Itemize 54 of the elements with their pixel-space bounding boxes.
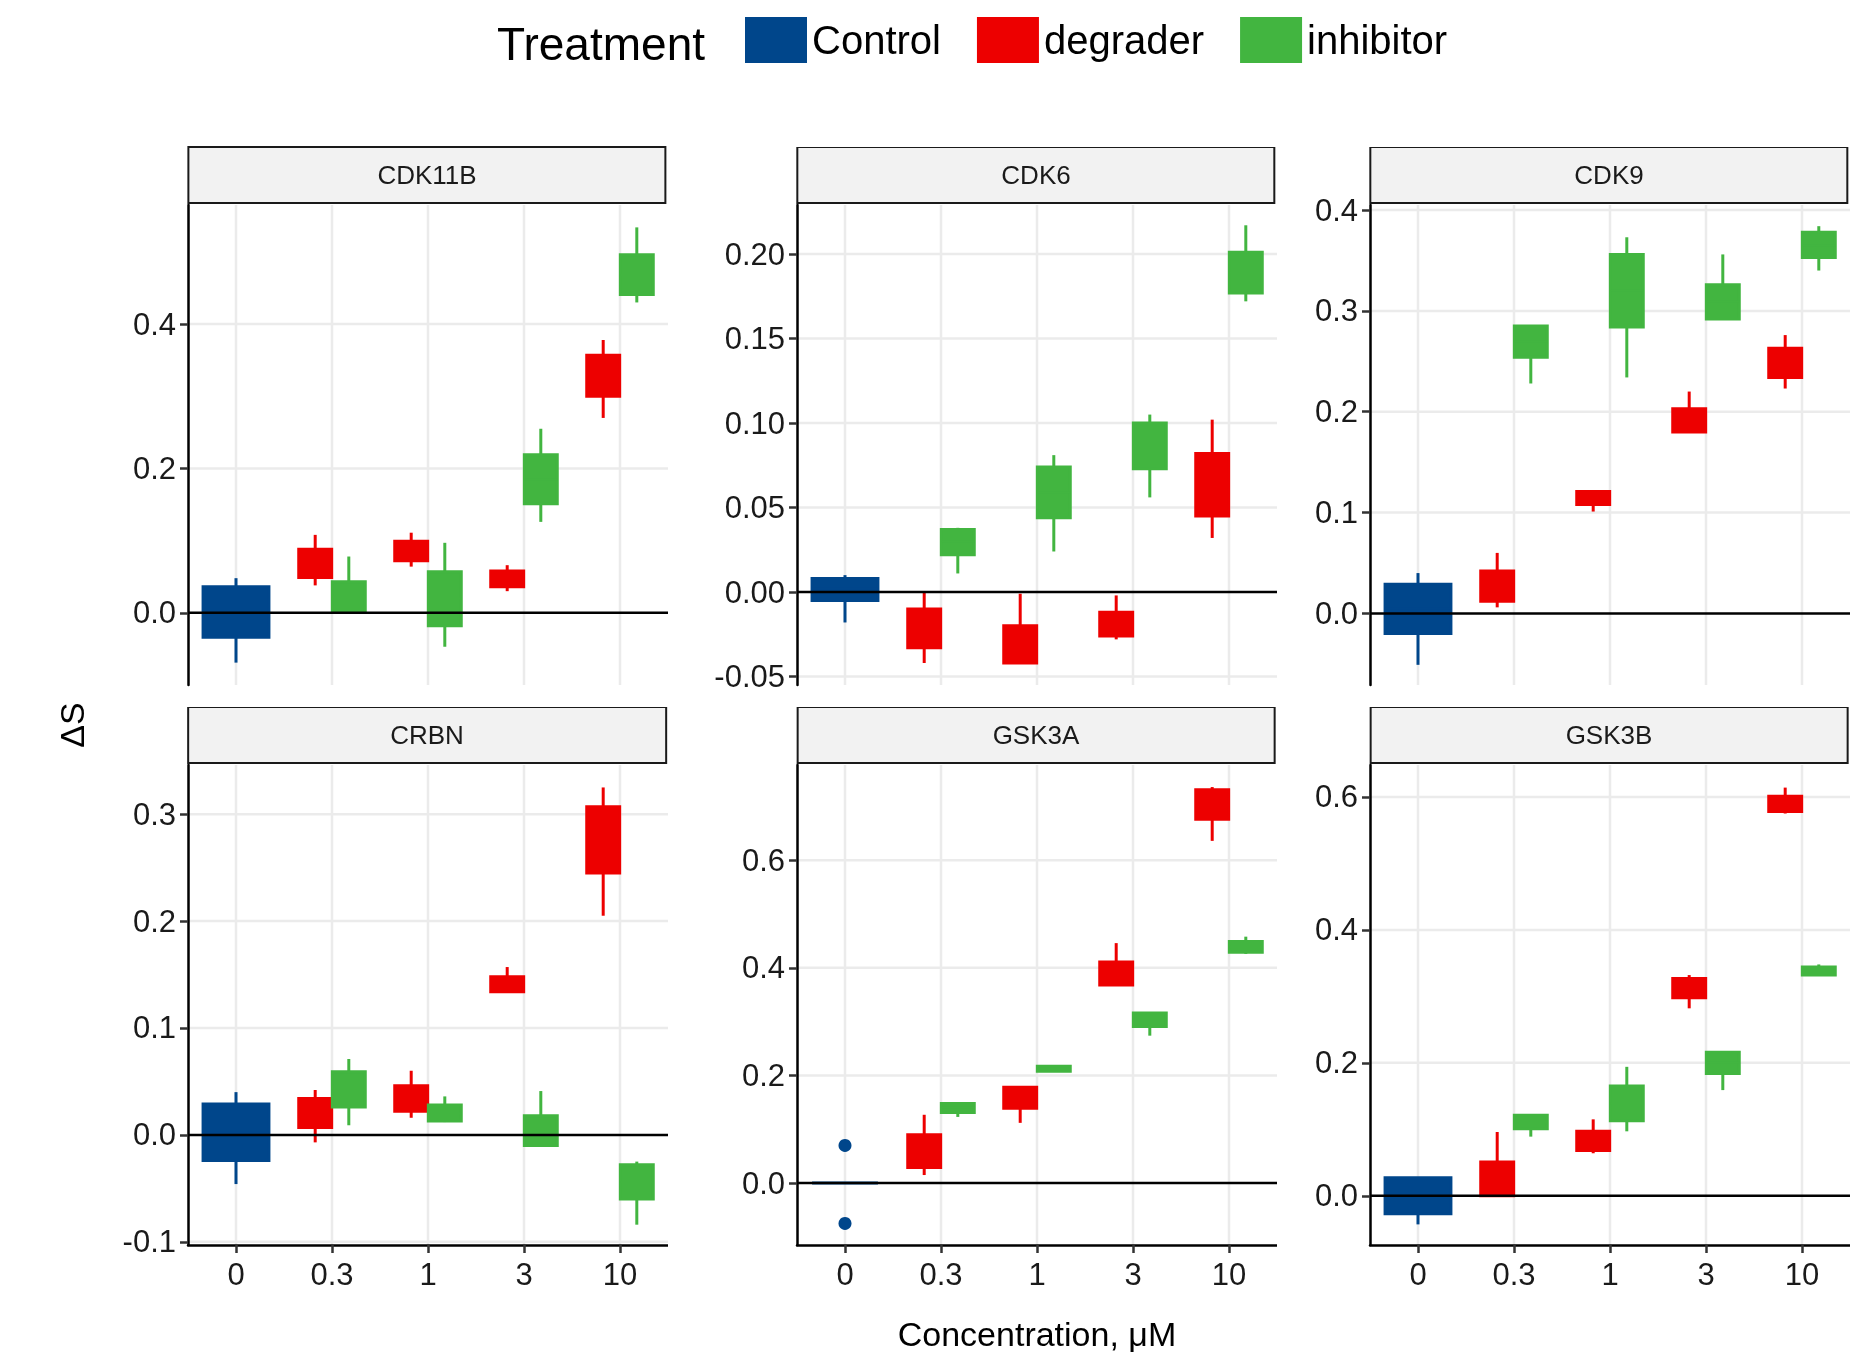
y-tick-label: 0.3	[1314, 293, 1358, 329]
x-tick-label: 0	[1409, 1257, 1427, 1292]
chart-title: GSK3A	[992, 720, 1081, 750]
legend-label: degrader	[1043, 18, 1205, 62]
x-tick-label: 0.3	[919, 1257, 963, 1292]
y-tick-label: 0.4	[1314, 912, 1358, 948]
y-tick-label: 0.2	[1314, 1045, 1358, 1081]
x-tick-label: 0	[836, 1257, 854, 1292]
y-tick-label: 0.0	[1314, 595, 1358, 631]
x-tick-label: 1	[419, 1257, 437, 1292]
x-tick-label: 0.3	[1492, 1257, 1536, 1292]
chart-title: CDK6	[1001, 160, 1071, 190]
legend-label: Control	[812, 18, 941, 62]
y-tick-label: 0.15	[724, 321, 785, 357]
x-tick-label: 1	[1601, 1257, 1619, 1292]
y-tick-label: 0.2	[132, 450, 176, 486]
y-axis-title: ΔS	[53, 702, 91, 748]
y-tick-label: 0.0	[132, 595, 176, 631]
y-tick-label: 0.1	[132, 1010, 176, 1046]
x-tick-label: 3	[1697, 1257, 1715, 1292]
y-tick-label: 0.3	[132, 796, 176, 832]
y-tick-label: 0.0	[1314, 1178, 1358, 1214]
y-tick-label: 0.6	[741, 842, 785, 878]
y-tick-label: 0.2	[741, 1057, 785, 1093]
chart-title: CDK9	[1574, 160, 1644, 190]
legend-label: inhibitor	[1307, 18, 1448, 62]
legend-title: Treatment	[497, 18, 706, 70]
chart-title: GSK3B	[1565, 720, 1653, 750]
x-tick-label: 3	[515, 1257, 533, 1292]
y-tick-label: 0.4	[741, 950, 785, 986]
x-tick-label: 10	[1784, 1257, 1820, 1292]
chart-title: CDK11B	[377, 160, 477, 190]
y-tick-label: 0.0	[741, 1165, 785, 1201]
y-tick-label: 0.4	[132, 306, 176, 342]
x-tick-label: 3	[1124, 1257, 1142, 1292]
y-tick-label: 0.4	[1314, 192, 1358, 228]
x-tick-label: 1	[1028, 1257, 1046, 1292]
y-tick-label: 0.2	[132, 903, 176, 939]
y-tick-label: 0.6	[1314, 779, 1358, 815]
x-axis-title: Concentration, μM	[897, 1315, 1177, 1353]
y-tick-label: 0.2	[1314, 394, 1358, 430]
y-tick-label: -0.1	[122, 1224, 176, 1260]
chart-title: CRBN	[390, 720, 464, 750]
x-tick-label: 0.3	[310, 1257, 354, 1292]
x-tick-label: 10	[602, 1257, 638, 1292]
y-tick-label: 0.00	[724, 574, 785, 610]
x-tick-label: 0	[227, 1257, 245, 1292]
y-tick-label: 0.20	[724, 236, 785, 272]
x-tick-label: 10	[1211, 1257, 1247, 1292]
y-tick-label: 0.05	[724, 490, 785, 526]
y-tick-label: 0.0	[132, 1117, 176, 1153]
y-tick-label: 0.10	[724, 405, 785, 441]
y-tick-label: 0.1	[1314, 495, 1358, 531]
y-tick-label: -0.05	[714, 659, 785, 695]
